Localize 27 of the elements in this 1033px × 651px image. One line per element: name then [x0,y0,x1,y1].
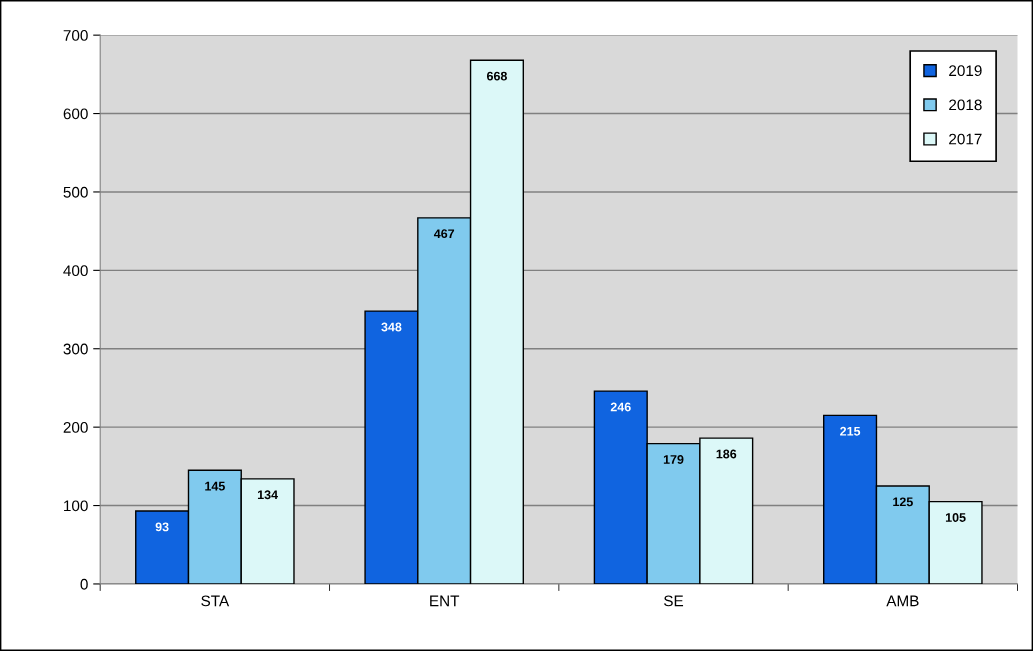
data-label: 105 [945,513,966,522]
y-tick-label: 700 [63,30,88,41]
data-label: 125 [893,497,913,507]
x-tick-label: ENT [430,595,460,607]
y-tick-label: 200 [63,422,88,433]
y-tick-label: 100 [64,500,88,512]
x-tick-label: STA [201,595,230,607]
data-label: 215 [840,426,861,436]
data-label: 179 [663,455,684,464]
x-tick-label: SE [664,595,684,607]
data-label: 668 [486,71,507,81]
y-tick-label: 600 [63,108,88,120]
data-label: 93 [155,522,169,532]
legend-label: 2018 [949,99,982,111]
legend-label: 2017 [949,133,982,145]
x-tick-label: AMB [886,595,919,607]
y-tick-label: 400 [63,265,88,277]
y-tick-label: 0 [80,578,88,590]
y-tick-label: 500 [63,186,88,198]
y-tick-label: 300 [63,343,88,355]
data-label: 145 [205,481,225,491]
data-label: 186 [716,449,737,459]
data-label: 246 [610,402,631,412]
data-label: 134 [257,490,278,500]
data-label: 467 [433,229,455,239]
legend-label: 2019 [949,65,982,77]
data-label: 348 [381,322,402,332]
